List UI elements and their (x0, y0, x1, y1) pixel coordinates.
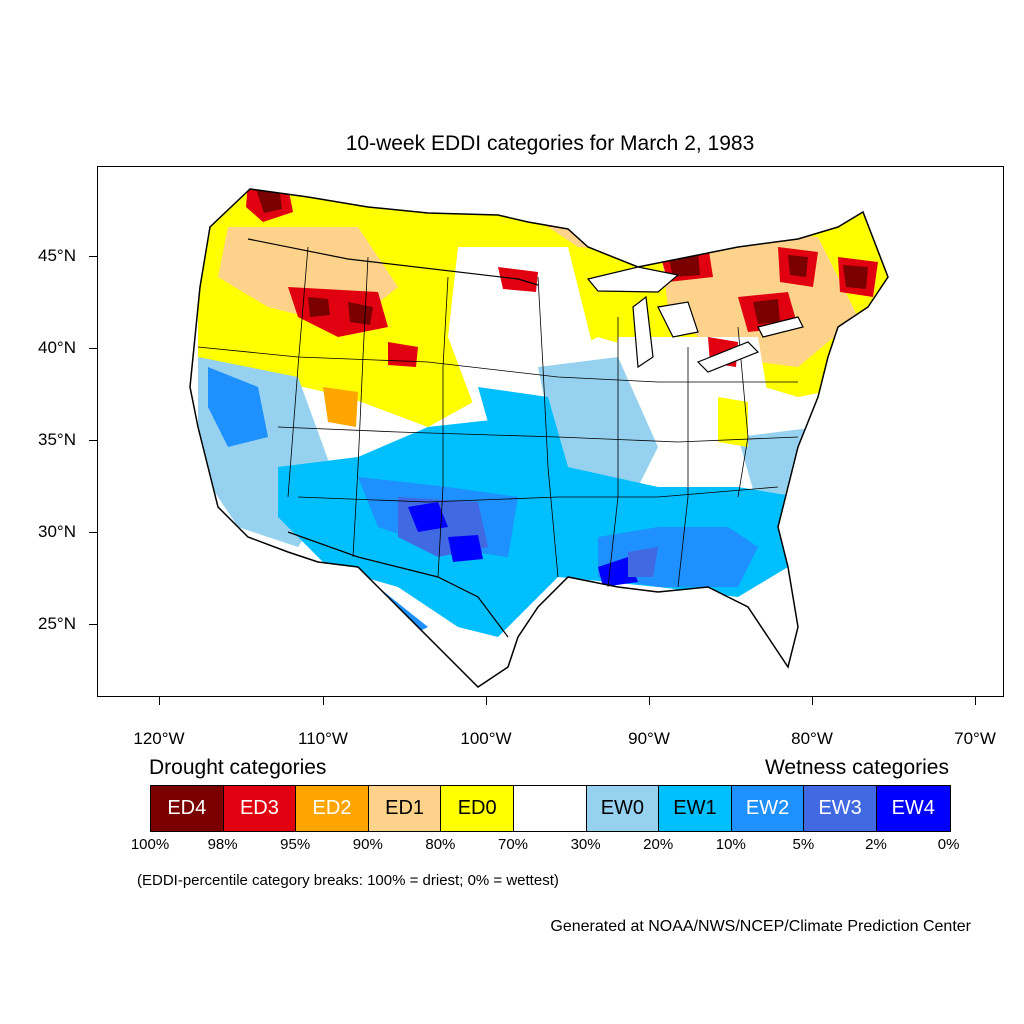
drought-categories-title: Drought categories (149, 756, 327, 779)
lon-label: 90°W (628, 729, 670, 748)
percentile-break-label: 70% (497, 836, 529, 853)
lon-label: 110°W (298, 729, 348, 748)
legend-box-ed4: ED4 (151, 786, 224, 831)
category-shading (198, 189, 888, 647)
category-note: (EDDI-percentile category breaks: 100% =… (137, 872, 559, 889)
lat-tick (89, 532, 97, 533)
lon-tick (323, 697, 324, 705)
lon-tick (812, 697, 813, 705)
lat-tick (89, 256, 97, 257)
lon-label: 120°W (133, 729, 185, 748)
percentile-break-label: 30% (570, 836, 601, 853)
percentile-break-label: 90% (352, 836, 383, 853)
eddi-map (189, 188, 889, 688)
legend-box-ew4: EW4 (876, 786, 950, 831)
legend-box-normal (513, 786, 587, 831)
legend-box-ew3: EW3 (804, 786, 877, 831)
lon-label: 80°W (791, 729, 833, 748)
lon-tick (649, 697, 650, 705)
lat-tick (89, 624, 97, 625)
canada-border (247, 238, 539, 286)
great-lakes (586, 266, 804, 373)
percentile-break-label: 98% (207, 836, 238, 853)
category-colorbar: ED4 ED3 ED2 ED1 ED0 EW0 EW1 EW2 EW3 EW4 (150, 785, 951, 832)
legend-box-ed1: ED1 (368, 786, 442, 831)
lat-tick (89, 440, 97, 441)
lon-tick (975, 697, 976, 705)
lon-tick (486, 697, 487, 705)
legend-box-ed2: ED2 (296, 786, 369, 831)
percentile-break-label: 100% (130, 836, 170, 853)
credit-line: Generated at NOAA/NWS/NCEP/Climate Predi… (550, 918, 971, 935)
lon-tick (159, 697, 160, 705)
legend-box-ew1: EW1 (659, 786, 732, 831)
state-lines (197, 246, 799, 588)
percentile-break-label: 0% (937, 836, 960, 853)
lon-label: 70°W (954, 729, 996, 748)
lat-tick (89, 348, 97, 349)
legend-box-ew0: EW0 (586, 786, 660, 831)
wetness-categories-title: Wetness categories (764, 756, 949, 779)
lon-label: 100°W (460, 729, 512, 748)
percentile-break-label: 2% (865, 836, 887, 853)
legend-box-ed0: ED0 (441, 786, 514, 831)
legend-box-ed3: ED3 (223, 786, 297, 831)
legend-box-ew2: EW2 (731, 786, 805, 831)
percentile-break-label: 20% (643, 836, 674, 853)
percentile-break-label: 95% (280, 836, 311, 853)
percentile-break-label: 5% (792, 836, 815, 853)
lat-label: 40°N (38, 338, 76, 357)
map-panel (97, 166, 1004, 697)
percentile-break-label: 10% (715, 836, 746, 853)
mexico-border (287, 531, 509, 638)
lat-label: 30°N (38, 522, 76, 541)
map-title: 10-week EDDI categories for March 2, 198… (345, 132, 755, 155)
lat-label: 45°N (38, 246, 76, 265)
percentile-break-label: 80% (425, 836, 456, 853)
lat-label: 25°N (38, 614, 76, 633)
lat-label: 35°N (38, 430, 76, 449)
